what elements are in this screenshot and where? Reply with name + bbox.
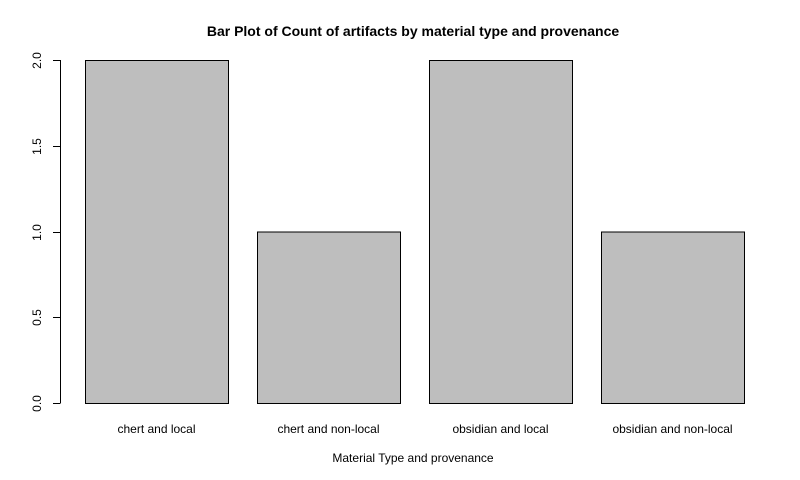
y-tick-label: 0.0 — [30, 395, 44, 412]
y-axis: 0.0 0.5 1.0 1.5 2.0 — [30, 52, 61, 412]
bar-obsidian-and-local — [429, 60, 573, 404]
chart-title: Bar Plot of Count of artifacts by materi… — [207, 23, 620, 39]
x-axis-label: Material Type and provenance — [332, 451, 494, 465]
x-tick-label: chert and non-local — [277, 422, 379, 436]
y-tick-label: 1.0 — [30, 224, 44, 241]
y-tick-label: 2.0 — [30, 52, 44, 69]
x-tick-label: obsidian and local — [452, 422, 548, 436]
bars-layer — [85, 60, 745, 404]
y-tick-label: 0.5 — [30, 309, 44, 326]
x-tick-label: chert and local — [117, 422, 195, 436]
y-tick-label: 1.5 — [30, 138, 44, 155]
bar-chert-and-non-local — [257, 231, 401, 404]
x-tick-labels: chert and local chert and non-local obsidi… — [117, 422, 732, 436]
x-tick-label: obsidian and non-local — [612, 422, 732, 436]
bar-chert-and-local — [85, 60, 229, 404]
bar-obsidian-and-non-local — [601, 231, 745, 404]
